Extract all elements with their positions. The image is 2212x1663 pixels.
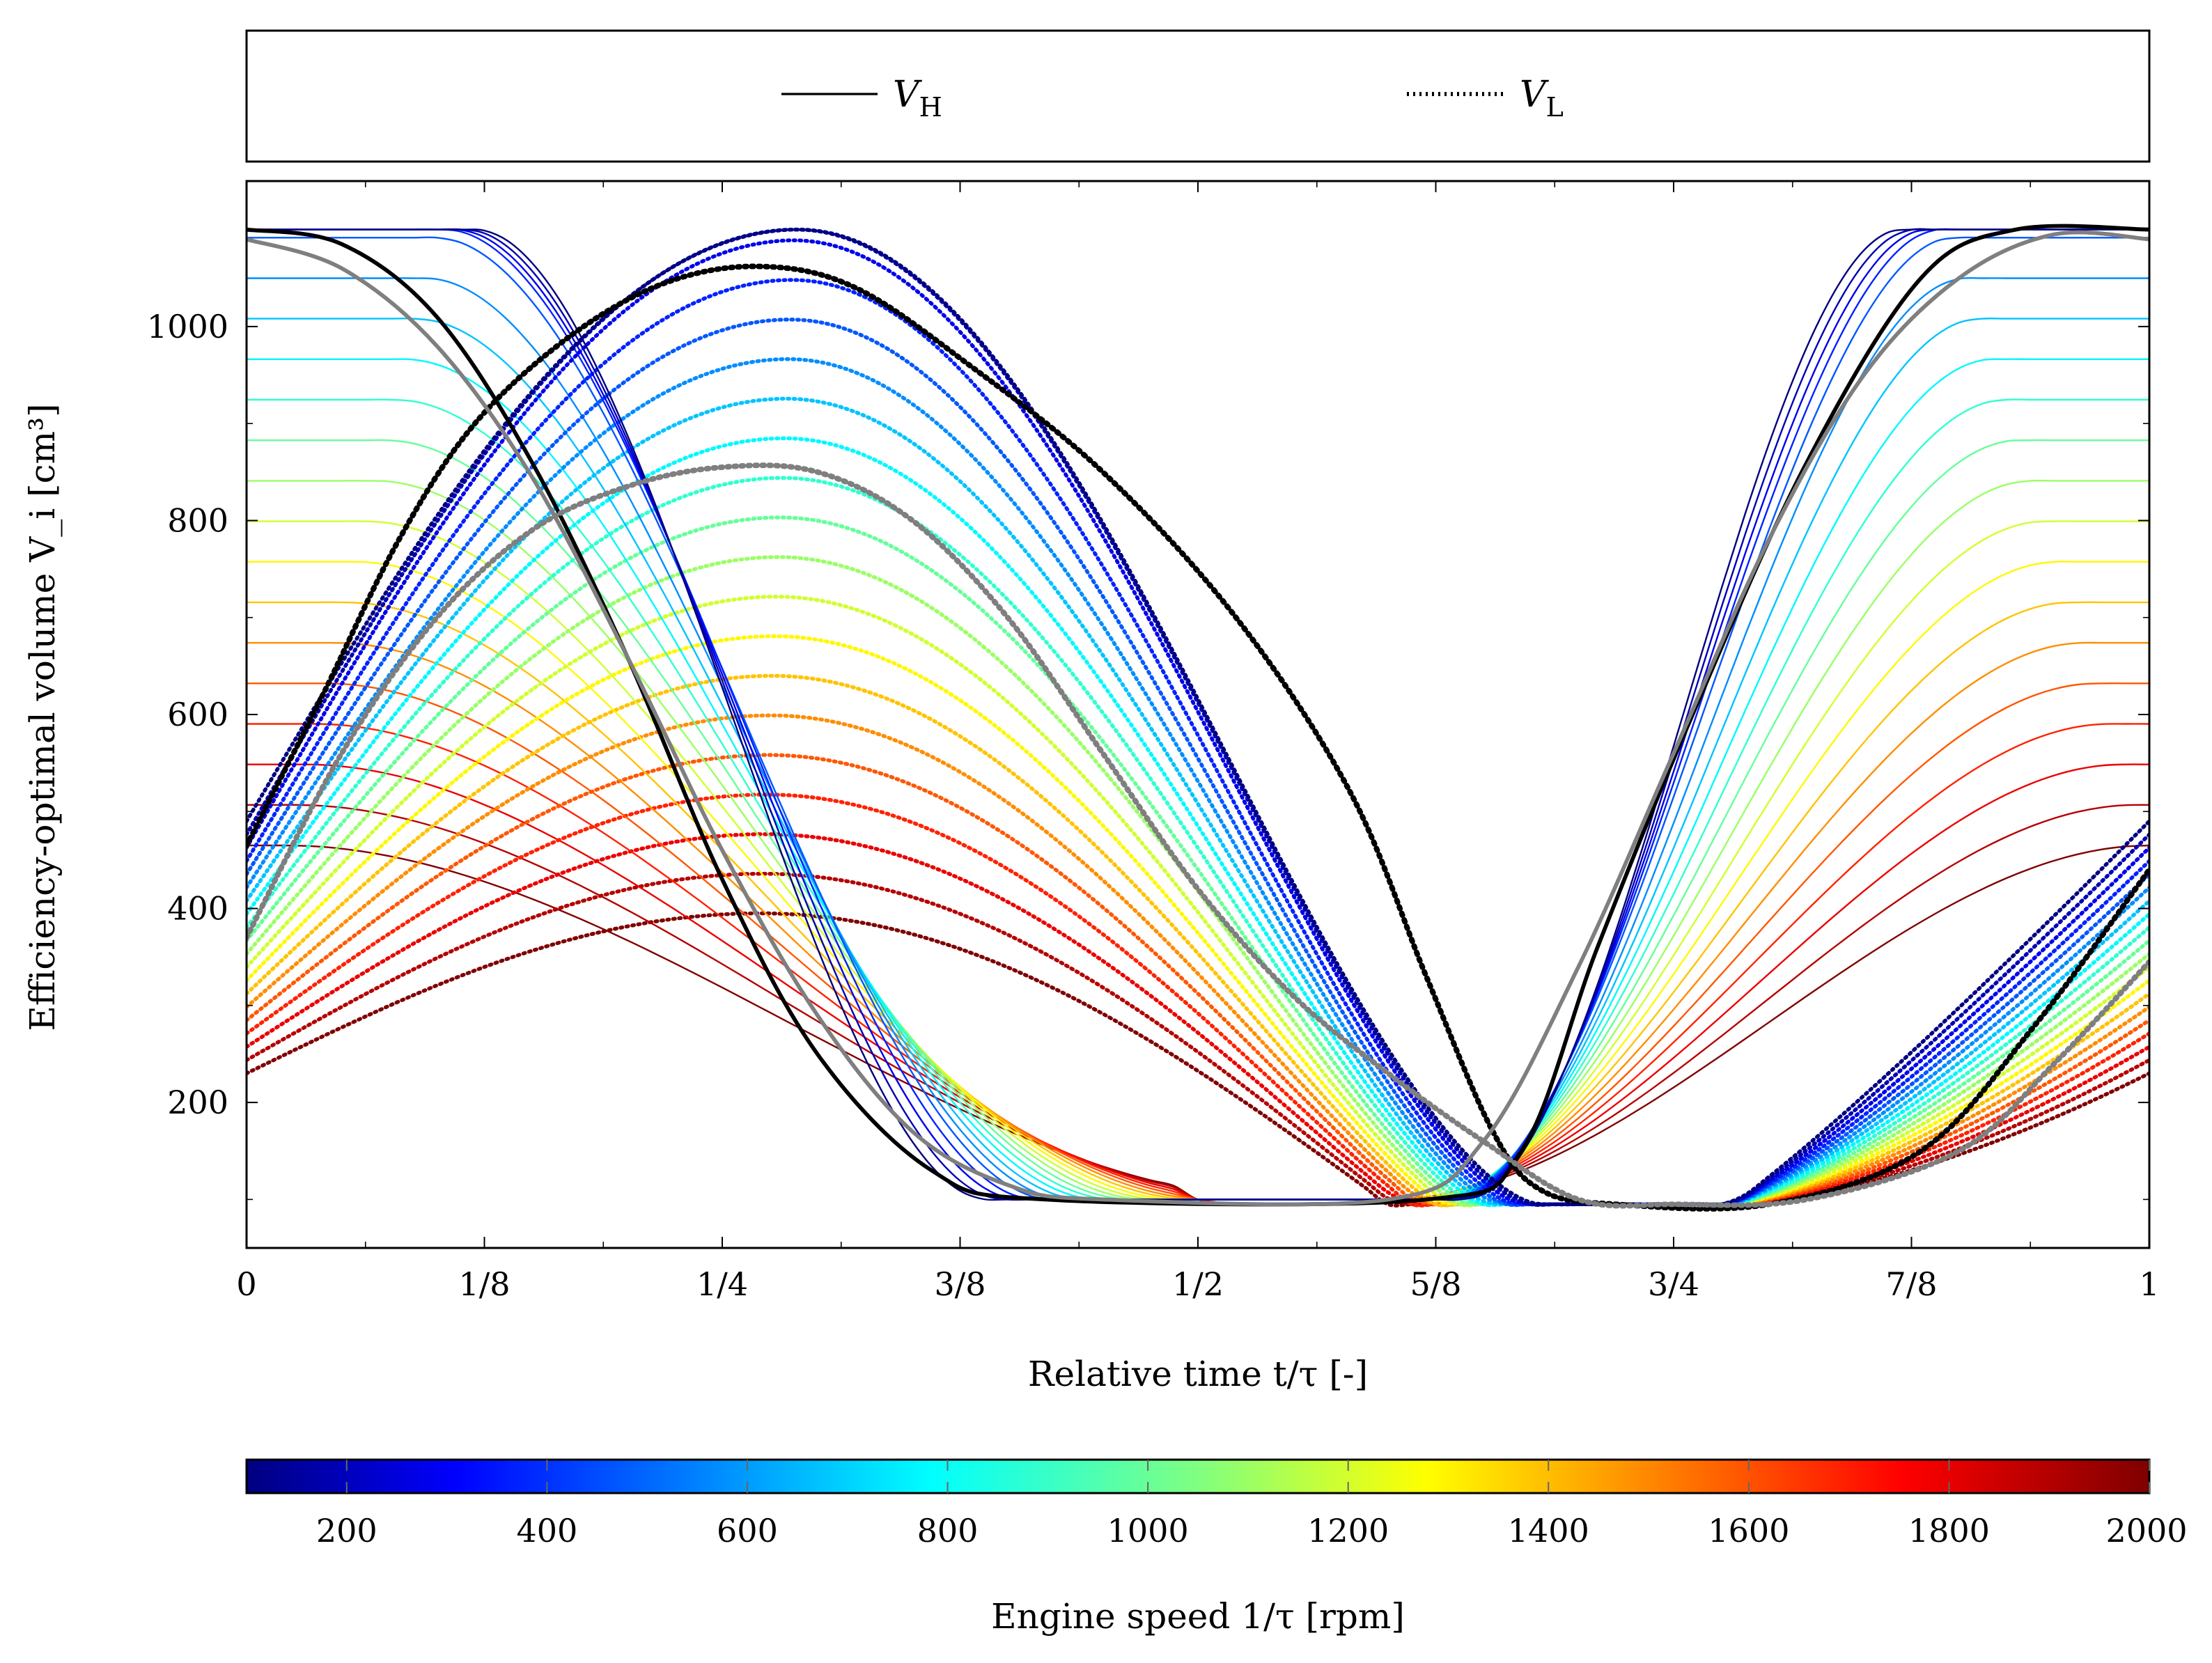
colorbar-tick-label: 1200 [1307, 1512, 1389, 1549]
vl-series-1600 [247, 753, 2149, 1207]
colorbar-tick-label: 1400 [1508, 1512, 1589, 1549]
x-tick-label: 3/8 [934, 1265, 986, 1303]
vl-series-1400 [247, 673, 2149, 1208]
legend-frame [245, 29, 2151, 163]
y-tick-label: 800 [167, 501, 228, 539]
colorbar: 200 400 600 800 1000 1200 1400 1600 1800 2000 Eng… [245, 1458, 2188, 1637]
vl-series-900 [247, 476, 2149, 1207]
vl-series-1800 [247, 832, 2149, 1208]
vl-series-300 [247, 238, 2149, 1207]
colorbar-title: Engine speed 1/τ [rpm] [991, 1596, 1405, 1637]
colorbar-tick-label: 1800 [1908, 1512, 1990, 1549]
y-tick-label: 1000 [147, 308, 228, 345]
plot-area: 0 1/8 1/4 3/8 1/2 5/8 3/4 7/8 1 200 400 600 800 1000 [147, 180, 2160, 1303]
colorbar-tick-label: 600 [717, 1512, 778, 1549]
vl-series-700 [247, 396, 2149, 1207]
vl-series-1000 [247, 515, 2149, 1207]
x-tick-label: 7/8 [1885, 1265, 1937, 1303]
x-tick-label: 5/8 [1410, 1265, 1461, 1303]
vh-series-100 [247, 228, 2149, 1201]
vl-series-1700 [247, 793, 2149, 1208]
legend-vl-label: VL [1520, 74, 1564, 123]
colorbar-tick-label: 2000 [2105, 1512, 2187, 1549]
vl-series-1500 [247, 713, 2149, 1208]
x-tick-label: 1/4 [696, 1265, 748, 1303]
x-axis-title: Relative time t/τ [-] [1028, 1354, 1368, 1394]
x-tick-label: 3/4 [1648, 1265, 1699, 1303]
y-tick-label: 600 [167, 696, 228, 733]
vl-series-400 [247, 278, 2149, 1207]
vl-series-1200 [247, 594, 2149, 1208]
y-axis-title: Efficiency-optimal volume V_i [cm³] [22, 403, 63, 1031]
y-tick-label: 200 [167, 1084, 228, 1121]
legend: VH VL [245, 29, 2151, 163]
vl-series-600 [247, 357, 2149, 1207]
x-axis: 0 1/8 1/4 3/8 1/2 5/8 3/4 7/8 1 [236, 181, 2160, 1303]
colorbar-tick-label: 1600 [1708, 1512, 1789, 1549]
colorbar-ticks: 200 400 600 800 1000 1200 1400 1600 1800 2000 [316, 1460, 2188, 1549]
colorbar-gradient [245, 1458, 2151, 1494]
series-group [247, 224, 2149, 1212]
vl-series-1300 [247, 634, 2149, 1207]
vl-series-100 [247, 227, 2149, 1208]
colorbar-tick-label: 200 [316, 1512, 377, 1549]
x-tick-label: 1/2 [1172, 1265, 1224, 1303]
x-tick-label: 1 [2139, 1265, 2159, 1303]
colorbar-tick-label: 1000 [1107, 1512, 1189, 1549]
colorbar-tick-label: 800 [917, 1512, 979, 1549]
vl-highlight-gray [247, 462, 2149, 1209]
colorbar-tick-label: 400 [516, 1512, 577, 1549]
y-axis: 200 400 600 800 1000 [147, 228, 2149, 1201]
legend-vh-label: VH [893, 74, 942, 123]
vl-series-800 [247, 436, 2149, 1208]
vl-series-500 [247, 318, 2149, 1208]
x-tick-label: 1/8 [458, 1265, 510, 1303]
vh-highlight-gray [247, 230, 2149, 1207]
x-tick-label: 0 [236, 1265, 256, 1303]
y-tick-label: 400 [167, 890, 228, 928]
